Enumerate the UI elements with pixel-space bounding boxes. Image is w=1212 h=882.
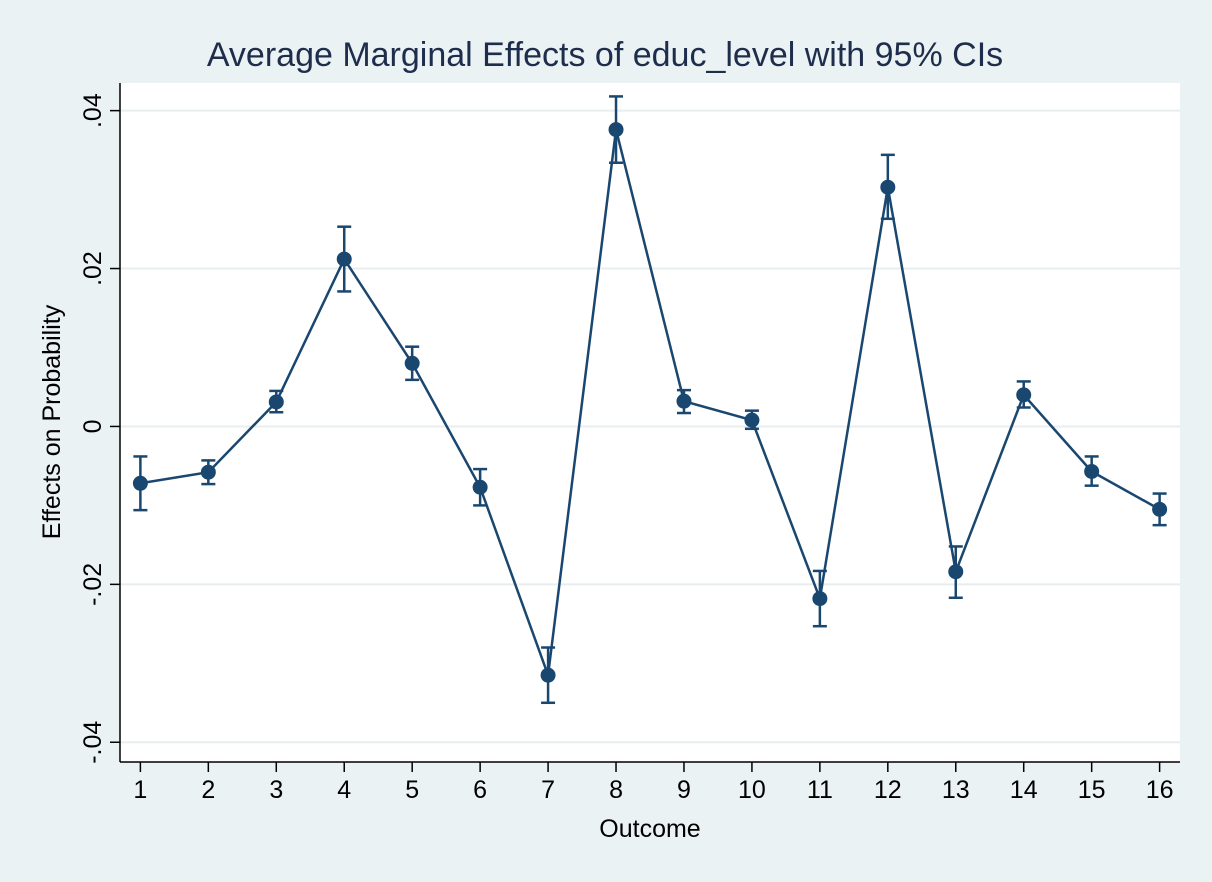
x-tick-label: 5	[405, 776, 419, 804]
series-lines	[140, 129, 1161, 676]
data-point	[1084, 463, 1100, 479]
data-point	[676, 393, 692, 409]
data-point	[608, 122, 624, 138]
data-point	[744, 412, 760, 428]
x-tick-label: 10	[738, 776, 766, 804]
x-tick-label: 14	[1010, 776, 1038, 804]
x-tick-label: 8	[609, 776, 623, 804]
y-tick-label: .02	[79, 251, 107, 286]
x-tick-label: 3	[269, 776, 283, 804]
y-tick-label: 0	[79, 419, 107, 433]
series-line	[140, 129, 1161, 676]
data-point	[472, 479, 488, 495]
data-point	[1152, 501, 1168, 517]
axes	[110, 83, 1180, 772]
x-tick-label: 11	[807, 776, 833, 804]
x-tick-label: 1	[133, 776, 147, 804]
data-point	[336, 251, 352, 267]
x-tick-label: 12	[874, 776, 902, 804]
chart-title: Average Marginal Effects of educ_level w…	[207, 36, 1003, 74]
data-point	[812, 591, 828, 607]
x-tick-label: 6	[473, 776, 487, 804]
y-tick-label: -.02	[79, 563, 107, 606]
y-tick-label: .04	[79, 93, 107, 128]
plot-area	[120, 83, 1180, 762]
data-point	[132, 475, 148, 491]
data-point	[880, 179, 896, 195]
x-tick-label: 7	[541, 776, 555, 804]
x-tick-label: 9	[677, 776, 691, 804]
data-points	[132, 122, 1168, 683]
confidence-intervals	[133, 95, 1167, 705]
data-point	[268, 394, 284, 410]
x-tick-label: 4	[337, 776, 351, 804]
tick-labels: -.04-.020.02.041 2 3 4 5 6 7 8 9 10 11 12 13 14 15 16	[79, 93, 1174, 804]
x-axis-label: Outcome	[599, 815, 700, 843]
data-point	[540, 667, 556, 683]
y-axis-label: Effects on Probability	[38, 304, 66, 539]
y-tick-label: -.04	[79, 721, 107, 764]
x-tick-label: 13	[942, 776, 970, 804]
x-tick-label: 15	[1078, 776, 1106, 804]
x-tick-label: 2	[201, 776, 215, 804]
data-point	[404, 355, 420, 371]
data-point	[948, 564, 964, 580]
x-tick-label: 16	[1146, 776, 1174, 804]
data-point	[1016, 387, 1032, 403]
data-point	[200, 464, 216, 480]
